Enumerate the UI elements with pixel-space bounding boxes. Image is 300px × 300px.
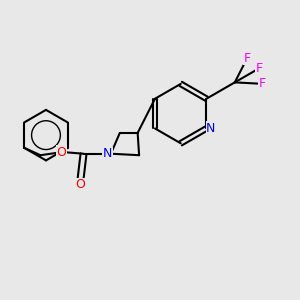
Text: F: F: [244, 52, 251, 64]
Text: F: F: [255, 62, 262, 75]
Text: N: N: [103, 147, 112, 160]
Text: F: F: [259, 77, 266, 90]
Text: N: N: [206, 122, 216, 135]
Text: O: O: [76, 178, 85, 191]
Text: O: O: [56, 146, 66, 159]
